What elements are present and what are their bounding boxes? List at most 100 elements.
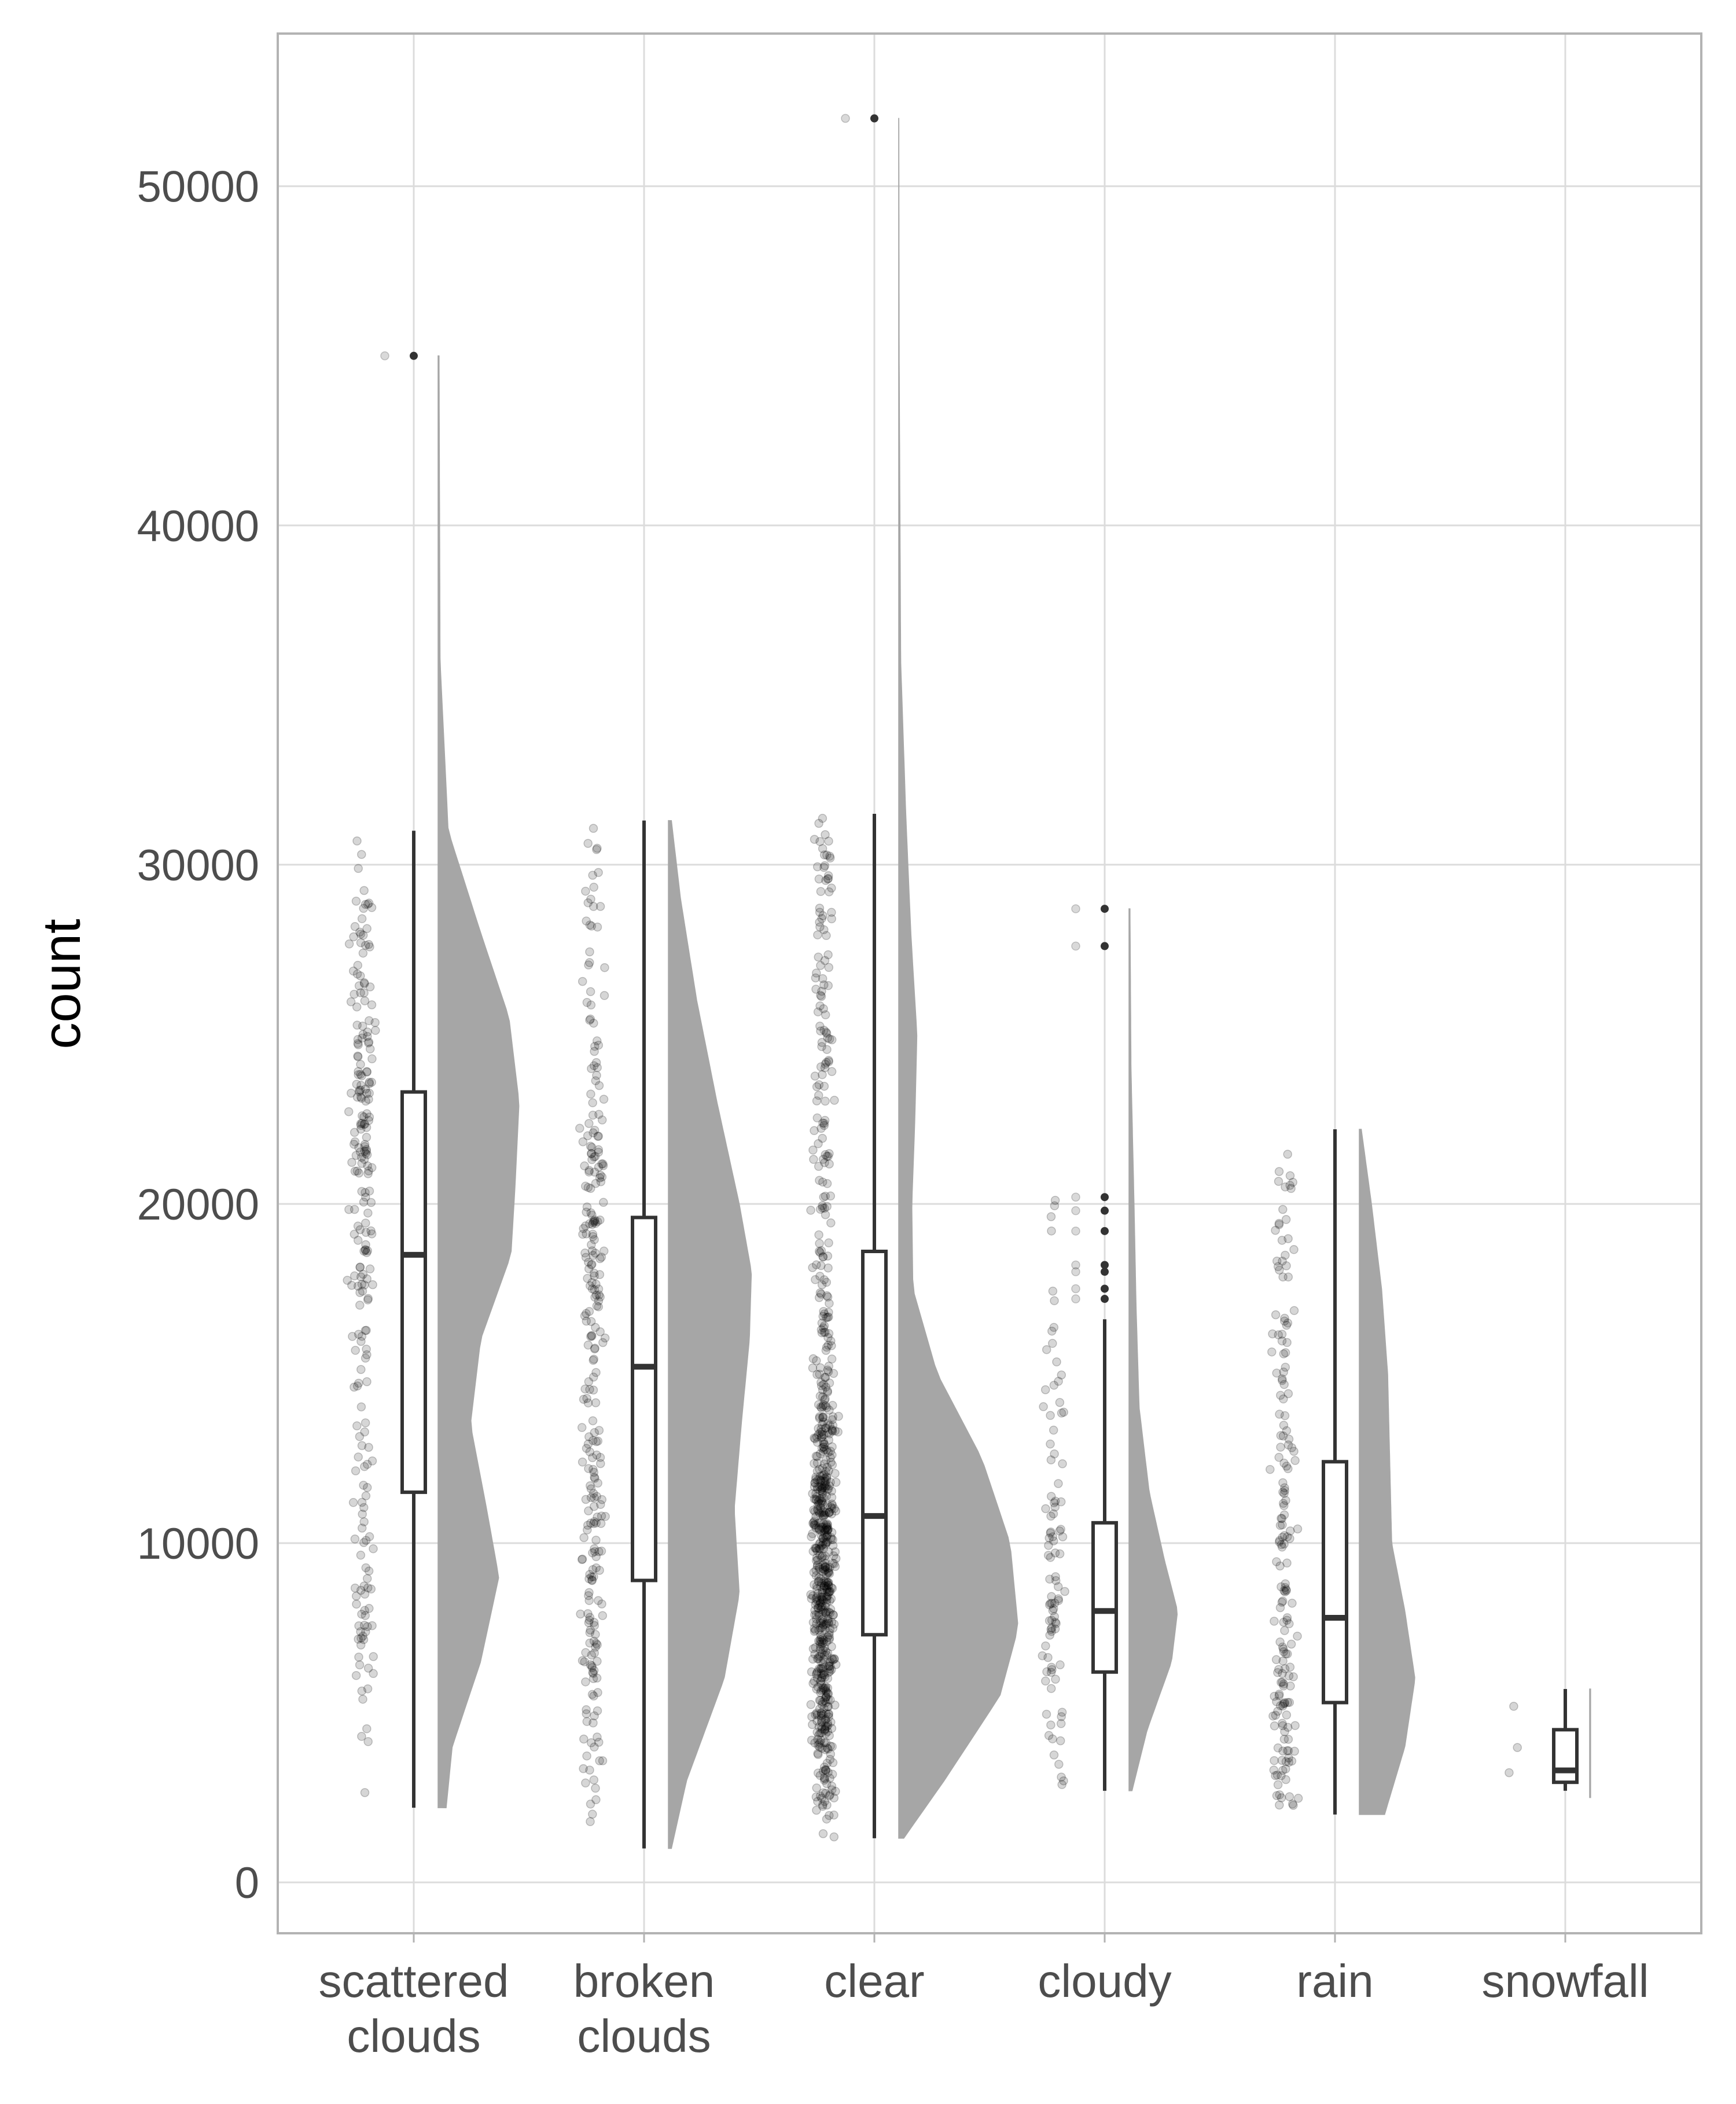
jitter-point	[810, 1610, 819, 1620]
jitter-point	[821, 1479, 830, 1489]
jitter-point	[1039, 1402, 1048, 1412]
jitter-point	[1278, 1656, 1288, 1666]
jitter-point	[591, 1218, 600, 1228]
jitter-point	[344, 1107, 354, 1117]
jitter-point	[819, 1081, 829, 1091]
jitter-point	[356, 1336, 366, 1346]
jitter-point	[362, 1345, 371, 1354]
jitter-point	[588, 1110, 598, 1120]
jitter-point	[819, 1275, 829, 1284]
jitter-point	[1280, 1483, 1289, 1493]
jitter-point	[363, 1246, 372, 1255]
jitter-point	[821, 1401, 830, 1411]
jitter-point	[361, 1563, 371, 1573]
jitter-point	[594, 1040, 604, 1050]
jitter-point	[815, 1544, 825, 1554]
jitter-point	[819, 1773, 829, 1783]
jitter-point	[352, 1381, 362, 1391]
jitter-point	[595, 1327, 605, 1336]
jitter-point	[829, 1620, 839, 1629]
x-tick-label: scattered	[318, 1955, 509, 2007]
jitter-point	[593, 1132, 602, 1141]
jitter-point	[813, 1768, 823, 1778]
jitter-point	[818, 1588, 827, 1598]
jitter-point	[820, 1158, 829, 1167]
jitter-point	[1057, 1708, 1067, 1717]
jitter-point	[814, 1739, 824, 1749]
jitter-point	[824, 1578, 833, 1587]
jitter-point	[821, 1609, 830, 1618]
jitter-point	[818, 1511, 827, 1520]
jitter-point	[362, 1350, 372, 1360]
jitter-point	[812, 1668, 822, 1678]
jitter-point	[815, 1565, 825, 1574]
jitter-point	[1279, 1531, 1289, 1540]
jitter-point	[1046, 1599, 1055, 1608]
jitter-point	[1055, 1660, 1065, 1670]
jitter-point	[353, 960, 363, 970]
jitter-point	[1047, 1326, 1057, 1336]
jitter-point	[1285, 1534, 1294, 1543]
jitter-point	[818, 1639, 827, 1648]
jitter-point	[586, 894, 595, 904]
jitter-point	[593, 1688, 602, 1697]
jitter-point	[362, 1460, 372, 1469]
jitter-point	[825, 1481, 834, 1490]
jitter-point	[815, 1728, 825, 1738]
jitter-point	[590, 1473, 599, 1482]
jitter-point	[590, 1216, 599, 1225]
jitter-point	[818, 1252, 828, 1262]
jitter-point	[365, 1264, 375, 1274]
jitter-point	[589, 1572, 598, 1581]
jitter-point	[1042, 1709, 1051, 1719]
jitter-point	[584, 1377, 594, 1386]
jitter-point	[827, 1617, 837, 1627]
jitter-point	[818, 1622, 827, 1631]
jitter-point	[584, 1591, 593, 1600]
jitter-point	[1071, 1294, 1080, 1303]
jitter-point	[585, 1638, 594, 1648]
jitter-point	[580, 1311, 590, 1321]
jitter-point	[812, 1673, 822, 1683]
jitter-point	[814, 1080, 824, 1089]
jitter-point	[815, 1471, 825, 1481]
jitter-point	[808, 1263, 817, 1272]
jitter-point	[1275, 1536, 1285, 1545]
jitter-point	[1284, 1753, 1293, 1762]
jitter-point	[818, 1664, 827, 1674]
jitter-point	[809, 1155, 818, 1164]
jitter-point	[363, 1031, 372, 1041]
jitter-point	[812, 1708, 822, 1718]
jitter-point	[808, 1145, 818, 1155]
box-iqr	[631, 1216, 657, 1582]
jitter-point	[348, 966, 358, 976]
jitter-point	[825, 1657, 835, 1666]
jitter-point	[586, 1493, 596, 1503]
jitter-point	[598, 1159, 608, 1169]
jitter-point	[825, 1790, 835, 1800]
jitter-point	[590, 1047, 599, 1056]
jitter-point	[360, 979, 369, 989]
jitter-point	[351, 897, 361, 906]
plot-frame	[277, 32, 1702, 1934]
jitter-point	[1282, 1615, 1292, 1625]
jitter-point	[823, 1578, 833, 1588]
jitter-point	[1281, 1582, 1290, 1592]
jitter-point	[818, 1413, 827, 1422]
jitter-point	[806, 1206, 815, 1215]
jitter-point	[369, 1652, 378, 1661]
jitter-point	[812, 1356, 821, 1365]
jitter-point	[822, 1523, 832, 1532]
jitter-point	[1286, 1681, 1295, 1691]
jitter-point	[1279, 1617, 1288, 1627]
jitter-point	[823, 1448, 833, 1457]
jitter-point	[1278, 1669, 1287, 1679]
jitter-point	[360, 1462, 369, 1471]
jitter-point	[824, 1547, 834, 1557]
jitter-point	[823, 1568, 833, 1578]
jitter-point	[1278, 1499, 1288, 1508]
jitter-point	[1049, 1380, 1059, 1390]
jitter-point	[829, 1811, 838, 1820]
jitter-point	[1509, 1702, 1518, 1711]
jitter-point	[581, 1181, 590, 1191]
